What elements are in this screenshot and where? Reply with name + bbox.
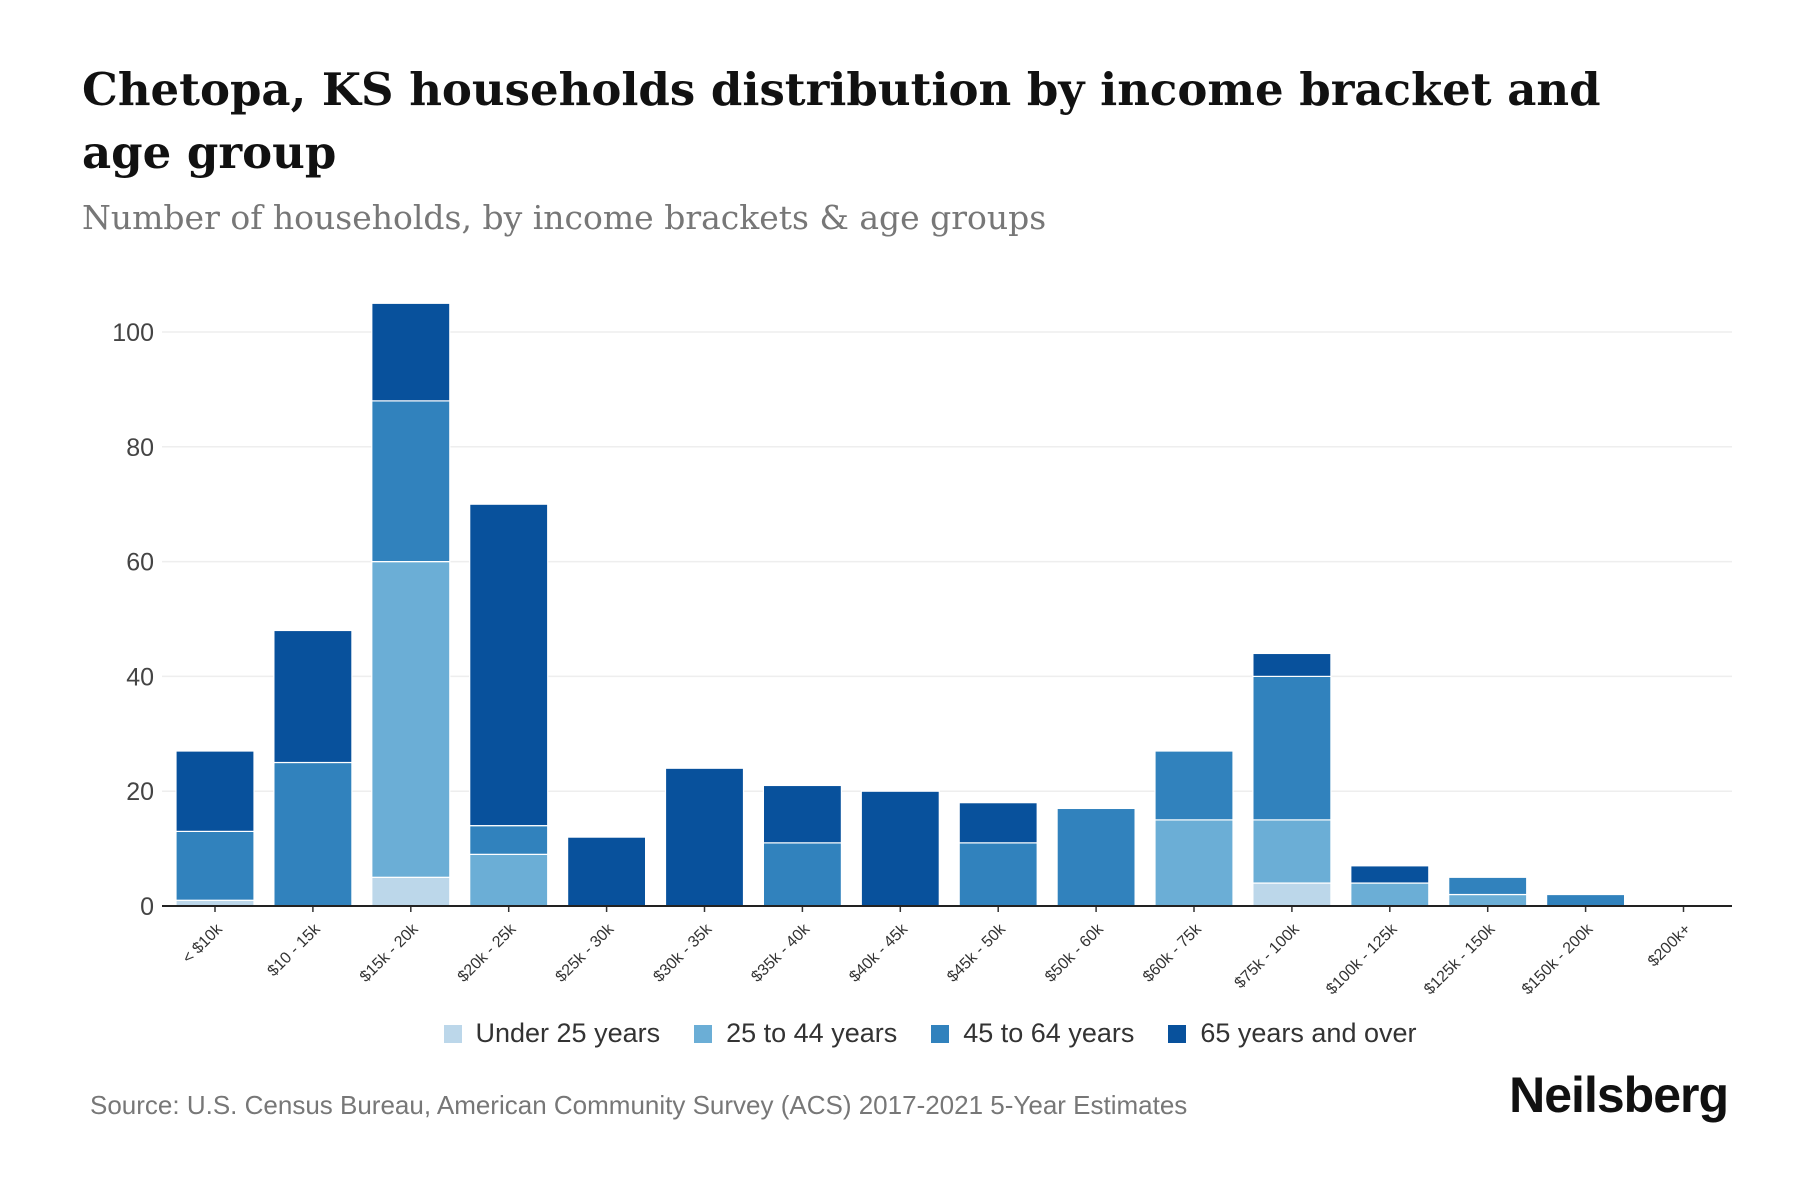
bar-segment [1448, 876, 1528, 896]
bar-segment [469, 853, 549, 907]
x-tick-label: $35k - 40k [748, 920, 814, 986]
bar-segment [1056, 807, 1136, 907]
bar-segment [273, 761, 353, 907]
x-tick-label: $75k - 100k [1232, 920, 1304, 992]
chart-plot: 0 20 40 60 80 100 < $10k $10 - 15k $15k - 20k $20… [112, 302, 1732, 998]
x-tick-label: $15k - 20k [357, 920, 423, 986]
legend-swatch [694, 1024, 713, 1043]
legend-label: 25 to 44 years [726, 1018, 898, 1048]
bar-segment [1252, 882, 1332, 907]
legend-item: Under 25 years [443, 1018, 661, 1049]
bar-segment [860, 790, 940, 907]
bar-segment [1252, 819, 1332, 884]
x-tick-label: $50k - 60k [1042, 920, 1108, 986]
y-tick-label: 20 [126, 778, 154, 806]
x-tick-label: $45k - 50k [944, 920, 1010, 986]
bar-segment [1545, 893, 1626, 907]
x-tick-label: $125k - 150k [1421, 920, 1499, 998]
x-tick-label: < $10k [180, 920, 227, 967]
chart-subtitle: Number of households, by income brackets… [82, 198, 1047, 237]
x-tick-label: $10 - 15k [265, 920, 325, 980]
bar-segment [1252, 675, 1332, 821]
y-tick-label: 60 [126, 549, 154, 577]
bar-segment [1252, 652, 1332, 678]
y-tick-label: 0 [140, 893, 154, 921]
y-tick-label: 80 [126, 434, 154, 462]
bar-segment [371, 302, 451, 402]
legend-swatch [443, 1024, 462, 1043]
bar-segment [371, 560, 451, 878]
legend-label: Under 25 years [475, 1018, 661, 1048]
bar-segment [175, 830, 255, 901]
bar-segment [1154, 819, 1234, 907]
bar-segment [958, 802, 1038, 844]
x-tick-label: $20k - 25k [455, 920, 521, 986]
x-tick-label: $100k - 125k [1323, 920, 1401, 998]
x-tick-label: $150k - 200k [1519, 920, 1597, 998]
bar-segment [1350, 882, 1430, 907]
legend-item: 45 to 64 years [931, 1018, 1134, 1049]
legend-item: 25 to 44 years [694, 1018, 897, 1049]
legend-swatch [1168, 1024, 1187, 1043]
bar-segment [566, 836, 647, 907]
bar-segment [371, 400, 451, 563]
bar-segment [1154, 750, 1234, 821]
x-tick-label: $30k - 35k [650, 920, 716, 986]
bar-segment [664, 767, 745, 907]
bar-segment [762, 784, 843, 844]
x-tick-label: $40k - 45k [846, 920, 912, 986]
bar-segment [371, 876, 451, 907]
y-tick-label: 40 [126, 663, 154, 691]
x-tick-label: $25k - 30k [553, 920, 619, 986]
bar-segment [762, 842, 843, 907]
bar-segment [469, 825, 549, 855]
chart-title: Chetopa, KS households distribution by i… [82, 63, 1601, 179]
bar-segment [469, 503, 549, 827]
x-tick-label: $200k+ [1645, 921, 1694, 970]
source-note: Source: U.S. Census Bureau, American Com… [90, 1090, 1188, 1120]
bar-segment [175, 750, 255, 832]
x-tick-label: $60k - 75k [1140, 920, 1206, 986]
bar-segment [958, 842, 1038, 907]
legend-label: 65 years and over [1200, 1018, 1417, 1048]
y-tick-label: 100 [112, 319, 154, 347]
neilsberg-logo: Neilsberg [1509, 1067, 1729, 1123]
legend-item: 65 years and over [1168, 1018, 1417, 1049]
bar-segment [1448, 893, 1528, 907]
legend-swatch [931, 1024, 950, 1043]
bar-segment [1350, 865, 1430, 884]
legend: Under 25 years 25 to 44 years 45 to 64 yea… [0, 1018, 1800, 1049]
bar-segment [273, 629, 353, 764]
legend-label: 45 to 64 years [963, 1018, 1135, 1048]
